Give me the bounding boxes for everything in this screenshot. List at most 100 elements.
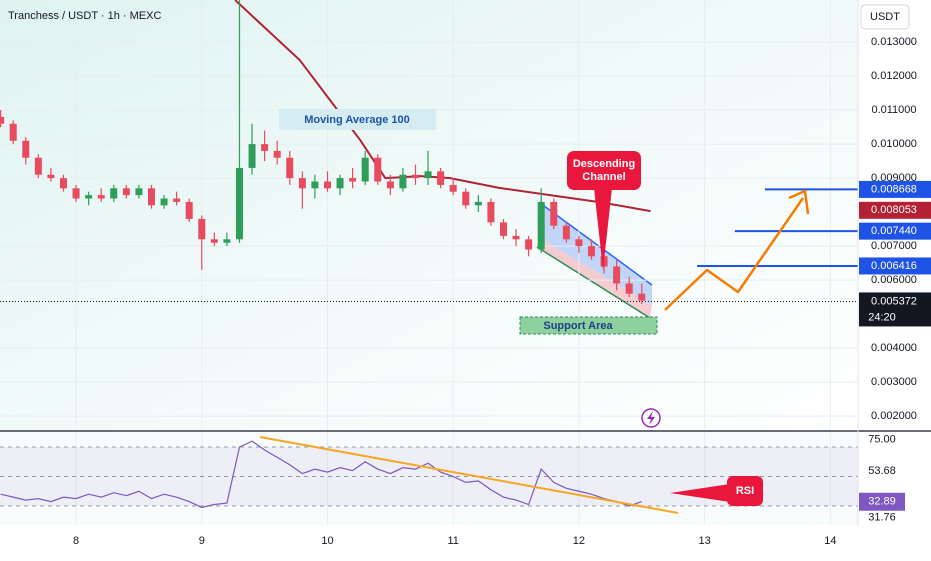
candle-body <box>411 174 419 179</box>
candle-body <box>173 198 181 202</box>
y-tick-label: 0.006000 <box>871 274 917 286</box>
candle-body <box>386 181 394 189</box>
y-tick-label: 0.004000 <box>871 342 917 354</box>
currency-box[interactable] <box>860 4 910 30</box>
rsi-badge-label: 32.89 <box>868 496 896 508</box>
rsi-badge <box>859 492 905 511</box>
candle-body <box>47 174 55 179</box>
candle-body <box>72 188 80 199</box>
x-tick-label: 8 <box>73 535 79 547</box>
candle-body <box>550 201 558 226</box>
candle-body <box>34 157 42 175</box>
candle-body <box>499 222 507 236</box>
level-badge-label: 0.007440 <box>871 225 917 237</box>
rsi-tick-label: 75.00 <box>868 434 896 446</box>
channel-label-line: Descending <box>573 158 635 170</box>
candle-body <box>298 178 306 189</box>
candle-body <box>9 123 17 141</box>
moving-average-line <box>234 0 651 213</box>
ma-label: Moving Average 100 <box>304 114 410 126</box>
y-tick-label: 0.012000 <box>871 70 917 82</box>
channel-top-line <box>539 202 653 286</box>
candle-body <box>0 116 5 124</box>
candle-body <box>437 171 445 185</box>
channel-label: Descending <box>573 158 635 170</box>
support-box <box>519 316 658 335</box>
last-price-badge <box>859 292 931 327</box>
ma-label-box <box>279 109 436 130</box>
rsi-callout-pointer <box>670 484 730 502</box>
ma-badge <box>859 201 931 219</box>
candle-body <box>97 195 105 199</box>
candle-body <box>160 198 168 206</box>
x-tick-label: 10 <box>321 535 333 547</box>
rsi-tick-label: 31.76 <box>868 512 896 524</box>
rsi-trendline <box>259 436 679 514</box>
under-layer <box>0 0 858 525</box>
y-tick-label: 0.013000 <box>871 36 917 48</box>
y-tick-label: 0.002000 <box>871 410 917 422</box>
price-pane <box>0 0 858 430</box>
candle-body <box>625 283 633 294</box>
candle-body <box>261 144 269 151</box>
candle-body <box>575 239 583 247</box>
rsi-callout <box>727 476 763 506</box>
x-tick-label: 11 <box>447 535 458 547</box>
candle-body <box>122 188 130 196</box>
x-tick-label: 13 <box>699 535 711 547</box>
y-tick-label: 0.011000 <box>871 104 916 116</box>
level-badge-label: 0.008668 <box>871 183 917 195</box>
annotation-layer: Tranchess / USDT · 1h · MEXC USDT Moving… <box>0 0 931 525</box>
candle-body <box>311 181 319 189</box>
level-badge-label: 0.006416 <box>871 260 917 272</box>
candle-body <box>462 191 470 206</box>
currency-label: USDT <box>870 11 900 23</box>
candle-body <box>235 167 243 240</box>
candle-body <box>487 201 495 223</box>
candle-body <box>210 239 218 243</box>
candle-body <box>85 195 93 199</box>
y-tick-label: 0.003000 <box>871 376 917 388</box>
candle-body <box>273 150 281 158</box>
chart-title: Tranchess / USDT · 1h · MEXC <box>8 10 161 22</box>
candle-body <box>449 184 457 192</box>
candle-body <box>248 144 256 168</box>
channel-lower-fill <box>537 238 652 318</box>
level-badge <box>859 180 931 198</box>
callout-pointer <box>594 188 612 270</box>
rsi-pane <box>0 432 858 525</box>
channel-callout <box>567 151 641 190</box>
rsi-tick-label: 53.68 <box>868 465 896 477</box>
candle-body <box>587 246 595 257</box>
candle-body <box>399 174 407 189</box>
candle-body <box>323 181 331 189</box>
arrow-head <box>788 189 810 215</box>
candle-body <box>600 256 608 267</box>
y-tick-label: 0.010000 <box>871 138 917 150</box>
support-label: Support Area <box>543 320 613 332</box>
candle-body <box>336 178 344 189</box>
badge-layer: 8 9 10 11 12 13 14 0.013000 0.012000 0.011000 0.01… <box>73 36 931 547</box>
countdown-label: 24:20 <box>868 311 896 323</box>
candle-body <box>349 178 357 182</box>
alert-bolt <box>647 411 655 425</box>
plot-layer <box>0 0 858 509</box>
y-tick-label: 0.007000 <box>871 240 917 252</box>
candle-body <box>537 201 545 250</box>
candle-body <box>525 239 533 250</box>
candle-body <box>147 188 155 206</box>
last-price-label: 0.005372 <box>871 295 917 307</box>
candle-body <box>512 235 520 240</box>
channel-label: Channel <box>582 171 625 183</box>
candle-body <box>286 157 294 179</box>
x-tick-label: 12 <box>573 535 585 547</box>
ma-badge-label: 0.008053 <box>871 204 917 216</box>
channel-label-line: Channel <box>582 171 625 183</box>
rsi-callout-label: RSI <box>736 485 754 497</box>
channel-bottom-line <box>536 246 651 319</box>
x-tick-label: 14 <box>824 535 836 547</box>
candle-body <box>374 157 382 182</box>
candle-body <box>59 178 67 189</box>
